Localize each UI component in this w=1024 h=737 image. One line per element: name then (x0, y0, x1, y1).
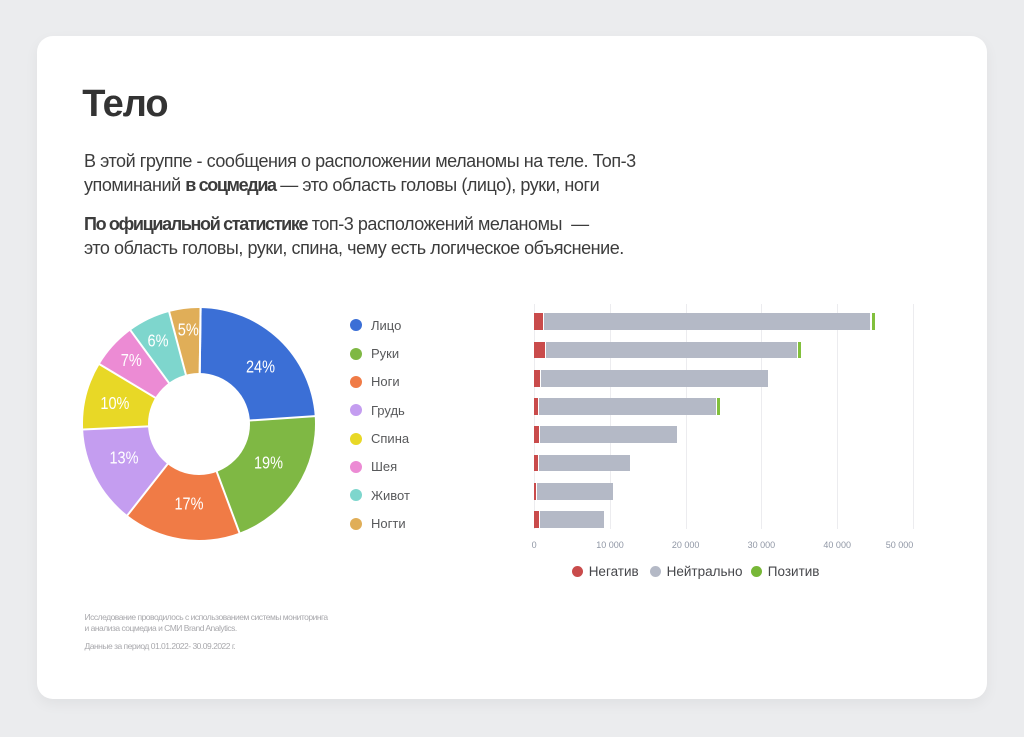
svg-text:24%: 24% (246, 356, 275, 376)
svg-text:17%: 17% (175, 493, 204, 513)
svg-text:6%: 6% (148, 330, 169, 350)
svg-text:13%: 13% (110, 447, 139, 467)
svg-text:19%: 19% (254, 452, 283, 472)
svg-text:10%: 10% (100, 393, 129, 413)
svg-text:5%: 5% (178, 319, 199, 339)
svg-text:7%: 7% (121, 349, 142, 369)
